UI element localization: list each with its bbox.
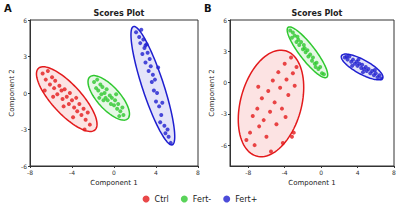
svg-text:Fert-: Fert- bbox=[193, 195, 212, 204]
svg-text:-8: -8 bbox=[245, 169, 251, 176]
svg-text:Scores Plot: Scores Plot bbox=[94, 9, 145, 18]
svg-text:0: 0 bbox=[223, 79, 227, 86]
svg-text:Component 1: Component 1 bbox=[288, 179, 335, 187]
svg-text:4: 4 bbox=[154, 169, 158, 176]
svg-text:8: 8 bbox=[392, 169, 396, 176]
svg-text:Fert+: Fert+ bbox=[235, 195, 257, 204]
svg-text:Scores Plot: Scores Plot bbox=[292, 9, 343, 18]
svg-text:8: 8 bbox=[196, 169, 200, 176]
svg-text:6: 6 bbox=[23, 17, 27, 24]
svg-text:0: 0 bbox=[112, 169, 116, 176]
svg-text:6: 6 bbox=[223, 17, 227, 24]
svg-text:Component 1: Component 1 bbox=[90, 179, 137, 187]
svg-text:-6: -6 bbox=[21, 162, 27, 170]
svg-text:4: 4 bbox=[356, 169, 360, 176]
svg-text:-8: -8 bbox=[27, 169, 33, 176]
svg-text:0: 0 bbox=[319, 169, 323, 176]
svg-text:-6: -6 bbox=[221, 142, 227, 149]
svg-text:-3: -3 bbox=[221, 110, 227, 117]
svg-text:3: 3 bbox=[23, 53, 27, 60]
svg-text:Component 2: Component 2 bbox=[208, 69, 216, 116]
svg-text:-3: -3 bbox=[21, 126, 27, 133]
svg-text:Component 2: Component 2 bbox=[8, 69, 16, 116]
svg-text:A: A bbox=[4, 3, 12, 14]
svg-text:Ctrl: Ctrl bbox=[155, 195, 169, 204]
svg-text:-4: -4 bbox=[69, 169, 75, 176]
svg-text:B: B bbox=[204, 3, 212, 14]
svg-text:0: 0 bbox=[23, 90, 27, 97]
svg-text:3: 3 bbox=[223, 48, 227, 55]
svg-text:-4: -4 bbox=[282, 169, 288, 176]
